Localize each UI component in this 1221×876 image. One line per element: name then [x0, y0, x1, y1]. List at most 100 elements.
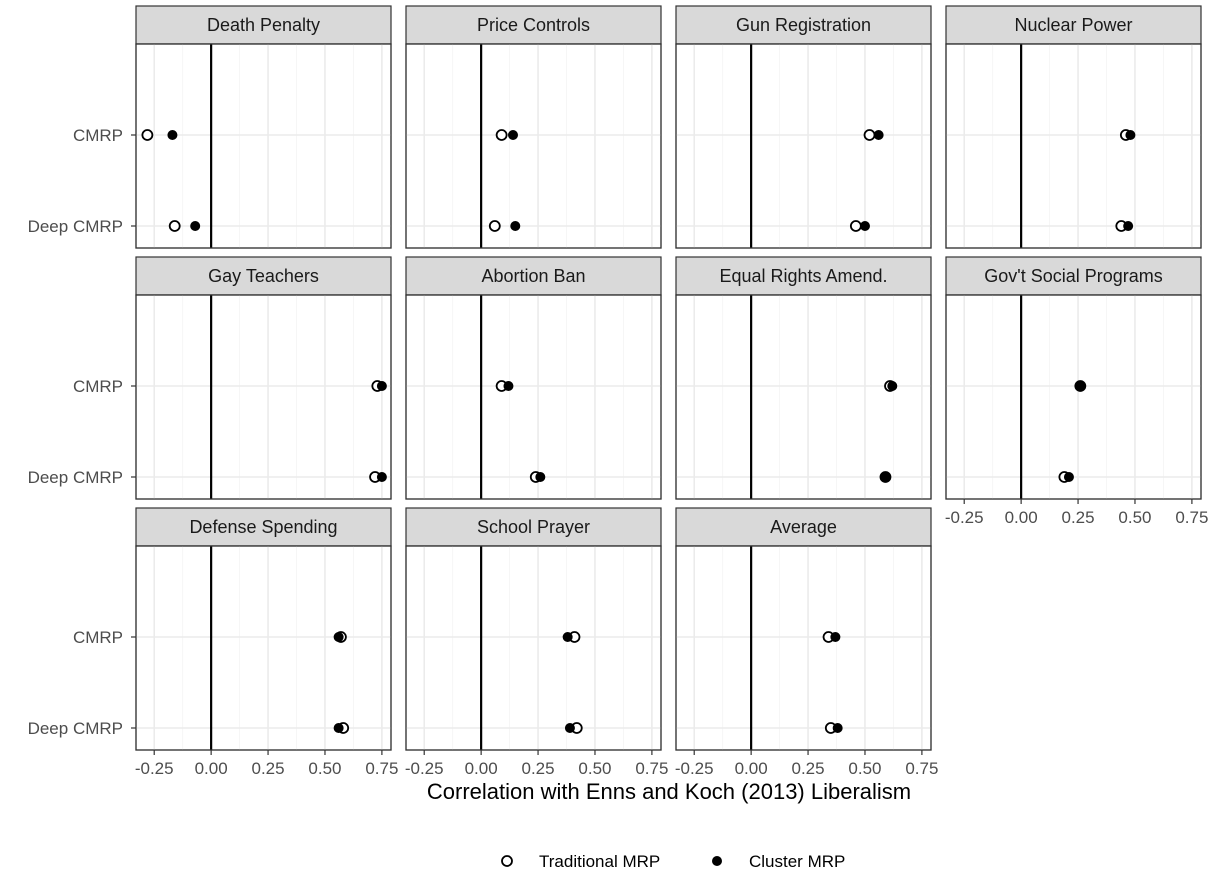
- facet-panel: Nuclear Power: [945, 5, 1202, 249]
- point-cluster-mrp: [859, 221, 870, 231]
- x-tick-label: 0.75: [1175, 508, 1208, 527]
- x-tick-label: 0.50: [578, 759, 611, 778]
- point-cluster-mrp: [503, 381, 514, 391]
- y-tick-label: Deep CMRP: [28, 719, 123, 738]
- facet-strip: [675, 256, 932, 296]
- x-tick-label: 0.00: [735, 759, 768, 778]
- x-tick-label: 0.50: [848, 759, 881, 778]
- legend-traditional-label: Traditional MRP: [539, 852, 660, 871]
- facet-panel: Death Penalty CMRP Deep CMRP: [28, 5, 392, 249]
- facet-title: Gov't Social Programs: [984, 266, 1163, 286]
- facet-title: Defense Spending: [189, 517, 337, 537]
- facet-title: Abortion Ban: [481, 266, 585, 286]
- panel-background: [405, 545, 662, 751]
- panel-border: [945, 294, 1202, 500]
- point-cluster-mrp: [190, 221, 201, 231]
- point-cluster-mrp: [832, 723, 843, 733]
- facet-strip: [135, 256, 392, 296]
- panel-background: [945, 43, 1202, 249]
- point-cluster-mrp: [333, 723, 344, 733]
- point-cluster-mrp: [1125, 130, 1136, 140]
- panel-background: [675, 545, 932, 751]
- x-tick-label: 0.50: [1118, 508, 1151, 527]
- facet-strip: [675, 507, 932, 547]
- facet-title: Gun Registration: [736, 15, 871, 35]
- legend-cluster-label: Cluster MRP: [749, 852, 845, 871]
- facet-panel: Price Controls: [405, 5, 662, 249]
- point-traditional-mrp: [141, 129, 154, 141]
- facet-strip: [945, 5, 1202, 45]
- point-traditional-mrp: [863, 129, 876, 141]
- x-tick-label: 0.75: [905, 759, 938, 778]
- y-tick-label: Deep CMRP: [28, 468, 123, 487]
- point-cluster-mrp: [1123, 221, 1134, 231]
- y-tick-label: Deep CMRP: [28, 217, 123, 236]
- facet-title: Equal Rights Amend.: [719, 266, 887, 286]
- x-tick-label: 0.25: [792, 759, 825, 778]
- x-tick-label: -0.25: [675, 759, 714, 778]
- x-tick-label: 0.25: [252, 759, 285, 778]
- facet-strip: [405, 5, 662, 45]
- panel-border: [135, 294, 392, 500]
- facet-strip: [135, 5, 392, 45]
- panel-border: [405, 43, 662, 249]
- y-tick-label: CMRP: [73, 126, 123, 145]
- x-tick-label: 0.50: [308, 759, 341, 778]
- x-tick-label: 0.00: [1005, 508, 1038, 527]
- panel-border: [135, 43, 392, 249]
- facet-title: Price Controls: [477, 15, 590, 35]
- point-cluster-mrp: [333, 632, 344, 642]
- point-cluster-mrp: [1075, 381, 1086, 391]
- point-cluster-mrp: [873, 130, 884, 140]
- point-cluster-mrp: [508, 130, 519, 140]
- facet-title: School Prayer: [477, 517, 590, 537]
- panel-background: [135, 43, 392, 249]
- facet-title: Death Penalty: [207, 15, 320, 35]
- facet-panel: Abortion Ban: [405, 256, 662, 500]
- y-tick-label: CMRP: [73, 628, 123, 647]
- x-tick-label: 0.75: [635, 759, 668, 778]
- point-traditional-mrp: [849, 220, 862, 232]
- point-cluster-mrp: [510, 221, 521, 231]
- legend-traditional-marker: [501, 855, 513, 867]
- facet-panel: Equal Rights Amend.: [675, 256, 932, 500]
- facet-panel: School Prayer -0.25 0.00 0.25 0.50 0.75: [405, 507, 668, 778]
- point-cluster-mrp: [1063, 472, 1074, 482]
- point-cluster-mrp: [880, 472, 891, 482]
- point-traditional-mrp: [488, 220, 501, 232]
- panel-border: [945, 43, 1202, 249]
- panel-border: [675, 43, 932, 249]
- point-cluster-mrp: [376, 381, 387, 391]
- panel-background: [405, 43, 662, 249]
- point-cluster-mrp: [535, 472, 546, 482]
- facet-title: Gay Teachers: [208, 266, 319, 286]
- facet-title: Average: [770, 517, 837, 537]
- facet-strip: [135, 507, 392, 547]
- x-tick-label: -0.25: [945, 508, 984, 527]
- facet-panel: Gun Registration: [675, 5, 932, 249]
- panel-background: [945, 294, 1202, 500]
- panel-border: [675, 294, 932, 500]
- x-tick-label: -0.25: [135, 759, 174, 778]
- point-traditional-mrp: [168, 220, 181, 232]
- point-cluster-mrp: [562, 632, 573, 642]
- facet-title: Nuclear Power: [1014, 15, 1132, 35]
- facet-panel: Gov't Social Programs -0.25 0.00 0.25 0.50 0.…: [945, 256, 1208, 527]
- legend: Traditional MRP Cluster MRP: [501, 852, 845, 871]
- point-cluster-mrp: [830, 632, 841, 642]
- panel-background: [675, 43, 932, 249]
- y-tick-label: CMRP: [73, 377, 123, 396]
- panel-border: [405, 545, 662, 751]
- point-cluster-mrp: [167, 130, 178, 140]
- facet-panel: Gay Teachers CMRP Deep CMRP: [28, 256, 392, 500]
- panel-background: [405, 294, 662, 500]
- point-cluster-mrp: [376, 472, 387, 482]
- facet-panel: Defense Spending CMRP Deep CMRP -0.25 0.00 0.…: [28, 507, 398, 778]
- x-tick-label: 0.25: [1062, 508, 1095, 527]
- point-traditional-mrp: [495, 129, 508, 141]
- panel-background: [675, 294, 932, 500]
- facet-strip: [405, 507, 662, 547]
- point-cluster-mrp: [564, 723, 575, 733]
- x-tick-label: -0.25: [405, 759, 444, 778]
